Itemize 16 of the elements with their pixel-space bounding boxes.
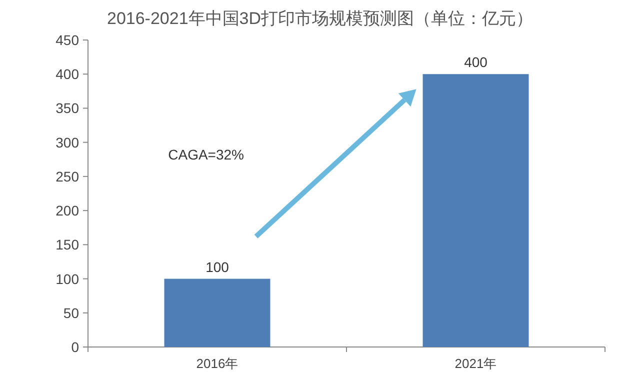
annotation: CAGA=32% (168, 146, 244, 163)
y-tick-label: 400 (56, 66, 80, 82)
data-label: 100 (206, 258, 230, 275)
y-tick-label: 350 (56, 100, 80, 116)
x-tick-label: 2016年 (196, 356, 238, 371)
y-tick-label: 100 (56, 270, 80, 287)
y-tick-label: 200 (56, 202, 80, 219)
y-tick-label: 0 (71, 339, 80, 355)
data-label: 400 (464, 54, 488, 70)
y-tick-label: 50 (63, 304, 80, 321)
y-tick-label: 300 (56, 134, 80, 150)
x-tick-label: 2021年 (454, 356, 497, 371)
y-tick-label: 250 (56, 168, 80, 184)
y-tick-label: 150 (56, 236, 80, 253)
chart-title: 2016-2021年中国3D打印市场规模预测图（单位：亿元） (106, 9, 534, 28)
y-tick-label: 450 (56, 32, 80, 48)
